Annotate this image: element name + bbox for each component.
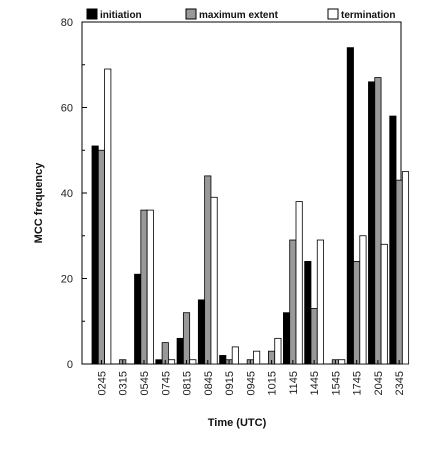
x-tick-label: 0545 — [139, 371, 151, 395]
bar-termination-0245 — [104, 68, 112, 365]
bar-initiation-1445 — [304, 260, 312, 365]
bar-initiation-0245 — [91, 145, 99, 365]
bar-termination-1545 — [338, 359, 346, 365]
bar-termination-1015 — [274, 337, 282, 365]
x-axis-label: Time (UTC) — [208, 417, 267, 429]
bar-termination-2345 — [401, 171, 410, 365]
legend-swatch-initiation — [86, 8, 98, 20]
legend-label: initiation — [100, 10, 142, 21]
bar-maximum-extent-0815 — [182, 312, 191, 365]
bar-termination-0545 — [146, 209, 154, 365]
x-tick-label: 1545 — [330, 371, 342, 395]
bar-termination-0745 — [167, 359, 176, 365]
bar-termination-2045 — [380, 243, 388, 365]
bar-initiation-2345 — [389, 115, 397, 365]
x-tick-label: 2345 — [394, 371, 406, 395]
bar-termination-1745 — [359, 235, 367, 365]
bar-maximum-extent-0845 — [204, 175, 212, 365]
bar-termination-0945 — [253, 350, 261, 365]
y-tick-label: 80 — [61, 17, 73, 29]
y-tick-label: 20 — [61, 274, 73, 286]
legend-swatch-maximum-extent — [185, 8, 197, 20]
bar-maximum-extent-1445 — [310, 308, 318, 365]
x-tick-label: 0945 — [245, 371, 257, 395]
y-tick-label: 0 — [67, 359, 73, 371]
bar-termination-0815 — [189, 359, 197, 365]
legend-swatch-termination — [327, 8, 339, 20]
bar-maximum-extent-0545 — [140, 209, 148, 365]
bar-initiation-2045 — [368, 81, 376, 365]
plot-area: 0 20 40 60 80 0245 0315 0545 0745 0815 0845 0915 094… — [61, 17, 410, 395]
y-tick-label: 40 — [61, 188, 73, 200]
y-axis-label: MCC frequency — [33, 162, 45, 244]
x-tick-label: 1015 — [267, 371, 279, 395]
x-tick-label: 0845 — [203, 371, 215, 395]
x-tick-label: 0745 — [160, 371, 172, 395]
bar-initiation-1145 — [282, 312, 291, 365]
bar-initiation-0545 — [134, 273, 142, 365]
bar-initiation-0745 — [155, 359, 163, 365]
x-tick-label: 0245 — [96, 371, 108, 395]
bar-maximum-extent-0245 — [97, 149, 106, 365]
legend: initiation maximum extent termination — [86, 8, 395, 21]
x-tick-label: 0915 — [224, 371, 236, 395]
bar-initiation-0915 — [219, 355, 227, 365]
bar-termination-0845 — [210, 196, 218, 365]
bar-initiation-0845 — [197, 299, 206, 365]
x-tick-label: 1745 — [352, 371, 364, 395]
legend-label: maximum extent — [199, 10, 279, 21]
x-tick-label: 0315 — [118, 371, 130, 395]
x-tick-label: 0815 — [182, 371, 194, 395]
bar-maximum-extent-2345 — [395, 179, 403, 365]
x-tick-label: 1445 — [309, 371, 321, 395]
bar-maximum-extent-1145 — [289, 239, 297, 365]
bar-initiation-0815 — [176, 337, 184, 365]
y-tick-label: 60 — [61, 103, 73, 115]
x-tick-label: 2045 — [373, 371, 385, 395]
bar-termination-1445 — [316, 239, 324, 365]
x-tick-label: 1145 — [288, 371, 300, 395]
bar-initiation-1745 — [346, 47, 354, 365]
bar-maximum-extent-2045 — [374, 77, 382, 365]
legend-label: termination — [341, 10, 395, 21]
bar-maximum-extent-1745 — [353, 260, 361, 365]
bar-termination-0915 — [231, 346, 239, 365]
bar-termination-1145 — [295, 201, 303, 365]
